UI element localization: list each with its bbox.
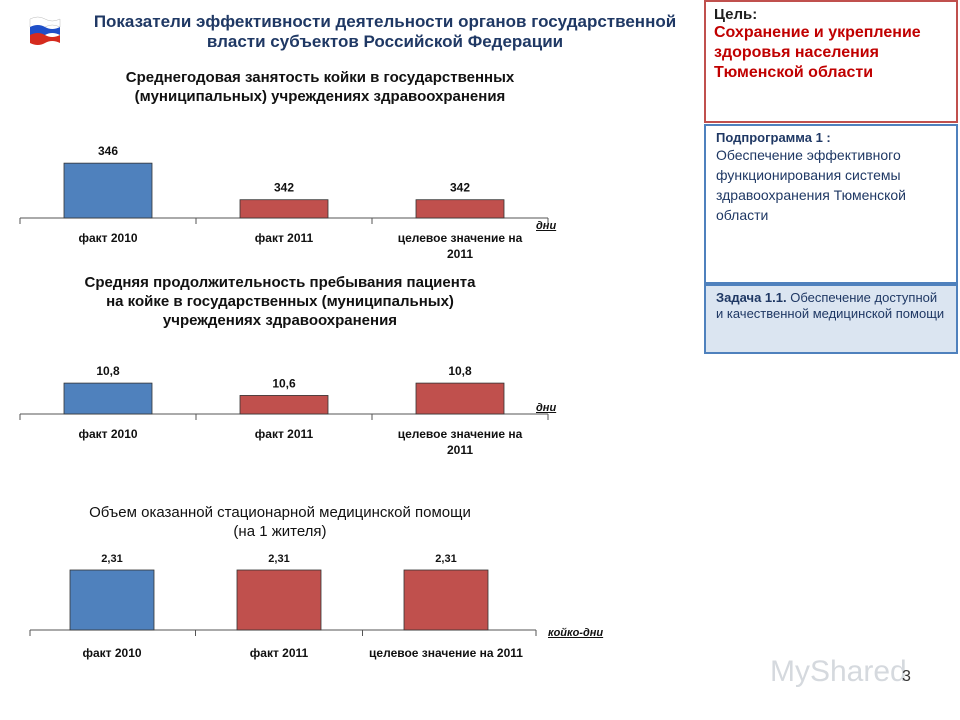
page-title: Показатели эффективности деятельности ор… [93, 12, 677, 51]
bar [403, 569, 489, 631]
category-label: целевое значение на 2011 [398, 231, 523, 261]
data-label: 2,31 [435, 553, 456, 565]
category-label: целевое значение на 2011 [398, 427, 523, 457]
category-label: факт 2010 [82, 646, 141, 660]
subprogram-heading: Подпрограмма 1 : [716, 130, 831, 145]
data-label: 10,8 [448, 364, 472, 378]
bar [239, 199, 329, 219]
subprogram-box: Подпрограмма 1 : Обеспечение эффективног… [704, 124, 958, 284]
category-label: факт 2011 [255, 427, 314, 441]
data-label: 10,6 [272, 376, 296, 390]
russia-flag-icon [29, 16, 61, 45]
chart-3-title: Объем оказанной стационарной медицинской… [89, 504, 471, 540]
data-label: 2,31 [101, 553, 122, 565]
category-label: факт 2011 [250, 646, 309, 660]
chart-1-title: Среднегодовая занятость койки в государс… [125, 69, 515, 105]
chart-2-title: Средняя продолжительность пребывания пац… [84, 274, 476, 329]
watermark-logo: MyShared [770, 655, 907, 688]
goal-text: Сохранение и укрепление здоровья населен… [714, 24, 921, 81]
data-label: 2,31 [268, 553, 289, 565]
data-label: 10,8 [96, 364, 120, 378]
category-label: факт 2010 [78, 231, 137, 245]
bar [63, 162, 153, 219]
task-heading: Задача 1.1. [716, 290, 787, 305]
task-text: Обеспечение доступной и качественной мед… [716, 290, 945, 321]
category-label: факт 2011 [255, 231, 314, 245]
bar [239, 395, 329, 415]
bar [415, 199, 505, 219]
category-label: факт 2010 [78, 427, 137, 441]
bar [236, 569, 322, 631]
bar [415, 382, 505, 415]
chart-2-unit: дни [536, 402, 557, 414]
data-label: 342 [274, 181, 294, 195]
goal-box: Цель: Сохранение и укрепление здоровья н… [704, 0, 958, 123]
chart-1-unit: дни [536, 220, 557, 232]
bar [63, 382, 153, 415]
category-label: целевое значение на 2011 [369, 646, 523, 660]
task-box: Задача 1.1. Обеспечение доступной и каче… [704, 284, 958, 354]
bar [69, 569, 155, 631]
data-label: 346 [98, 144, 118, 158]
chart-3-unit: койко-дни [548, 627, 604, 639]
page-number: 3 [902, 668, 911, 685]
subprogram-text: Обеспечение эффективного функционировани… [716, 147, 906, 223]
data-label: 342 [450, 181, 470, 195]
goal-heading: Цель: [714, 6, 758, 23]
